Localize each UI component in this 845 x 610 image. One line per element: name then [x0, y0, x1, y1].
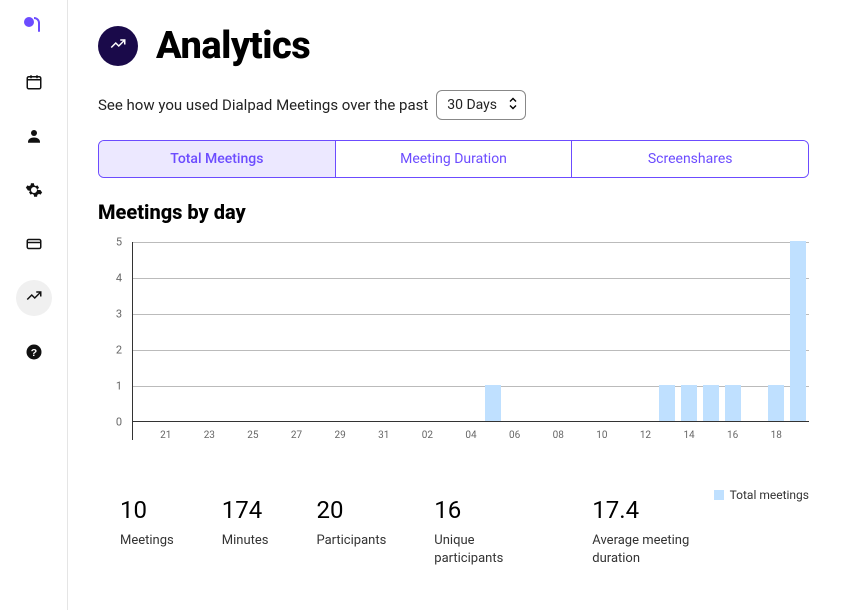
- nav-billing[interactable]: [16, 226, 52, 262]
- stat-label: Meetings: [120, 532, 174, 550]
- tab-total-meetings[interactable]: Total Meetings: [99, 141, 335, 177]
- stat-value: 16: [434, 496, 544, 524]
- subtitle-text: See how you used Dialpad Meetings over t…: [98, 96, 428, 114]
- tab-screenshares[interactable]: Screenshares: [571, 141, 808, 177]
- y-tick: 3: [116, 308, 122, 321]
- chart-grid: [133, 242, 809, 422]
- chevron-updown-icon: [509, 98, 517, 113]
- bar: [768, 385, 784, 421]
- x-tick: 08: [553, 430, 564, 441]
- nav-calendar[interactable]: [16, 64, 52, 100]
- bar: [659, 385, 675, 421]
- bar: [703, 385, 719, 421]
- x-tick: 06: [509, 430, 520, 441]
- x-tick: 25: [247, 430, 258, 441]
- y-axis: 012345: [98, 242, 128, 422]
- stat-minutes: 174 Minutes: [222, 496, 269, 567]
- stat-label: Minutes: [222, 532, 269, 550]
- x-tick: 29: [335, 430, 346, 441]
- logo: [22, 12, 46, 36]
- x-tick: 31: [378, 430, 389, 441]
- legend-label: Total meetings: [730, 488, 809, 502]
- page-title: Analytics: [156, 24, 310, 68]
- x-tick: 18: [771, 430, 782, 441]
- chart-plot: 212325272931020406081012141618 Total mee…: [132, 242, 809, 440]
- stat-label: Average meeting duration: [592, 532, 702, 567]
- x-tick: 23: [204, 430, 215, 441]
- x-axis: 21 23 25 27 29 31 02 04 06 08 10 12 14 16 18: [133, 426, 809, 442]
- y-tick: 1: [116, 380, 122, 393]
- bar: [725, 385, 741, 421]
- nav-analytics[interactable]: [16, 280, 52, 316]
- nav-profile[interactable]: [16, 118, 52, 154]
- x-tick: 04: [465, 430, 476, 441]
- legend-swatch: [714, 490, 724, 500]
- x-tick: 16: [727, 430, 738, 441]
- period-select[interactable]: 30 Days: [436, 90, 526, 120]
- main-content: Analytics See how you used Dialpad Meeti…: [68, 0, 845, 610]
- x-tick: 10: [596, 430, 607, 441]
- stat-value: 17.4: [592, 496, 702, 524]
- stat-participants: 20 Participants: [316, 496, 386, 567]
- chart: 012345 212325272931020406081012141618 To…: [98, 242, 809, 440]
- y-tick: 0: [116, 416, 122, 429]
- x-tick: 02: [422, 430, 433, 441]
- sidebar: ?: [0, 0, 68, 610]
- chart-legend: Total meetings: [714, 488, 809, 502]
- bar: [485, 385, 501, 421]
- svg-text:?: ?: [30, 347, 36, 359]
- analytics-icon: [98, 26, 138, 66]
- stat-average-meeting-duration: 17.4 Average meeting duration: [592, 496, 702, 567]
- y-tick: 5: [116, 236, 122, 249]
- page-header: Analytics: [98, 24, 809, 68]
- stat-value: 174: [222, 496, 269, 524]
- x-tick: 27: [291, 430, 302, 441]
- stat-meetings: 10 Meetings: [120, 496, 174, 567]
- bar: [790, 241, 806, 421]
- x-tick: 12: [640, 430, 651, 441]
- nav-settings[interactable]: [16, 172, 52, 208]
- x-tick: 21: [160, 430, 171, 441]
- bar: [681, 385, 697, 421]
- stat-value: 10: [120, 496, 174, 524]
- tab-meeting-duration[interactable]: Meeting Duration: [335, 141, 572, 177]
- stats-row: 10 Meetings 174 Minutes 20 Participants 16 Uniq…: [98, 496, 809, 567]
- subtitle-row: See how you used Dialpad Meetings over t…: [98, 90, 809, 120]
- stat-label: Participants: [316, 532, 386, 550]
- stat-label: Unique participants: [434, 532, 544, 567]
- chart-title: Meetings by day: [98, 200, 809, 224]
- y-tick: 4: [116, 272, 122, 285]
- stat-value: 20: [316, 496, 386, 524]
- x-tick: 14: [683, 430, 694, 441]
- period-select-value: 30 Days: [447, 97, 497, 113]
- tabs: Total MeetingsMeeting DurationScreenshar…: [98, 140, 809, 178]
- stat-unique-participants: 16 Unique participants: [434, 496, 544, 567]
- nav-help[interactable]: ?: [16, 334, 52, 370]
- y-tick: 2: [116, 344, 122, 357]
